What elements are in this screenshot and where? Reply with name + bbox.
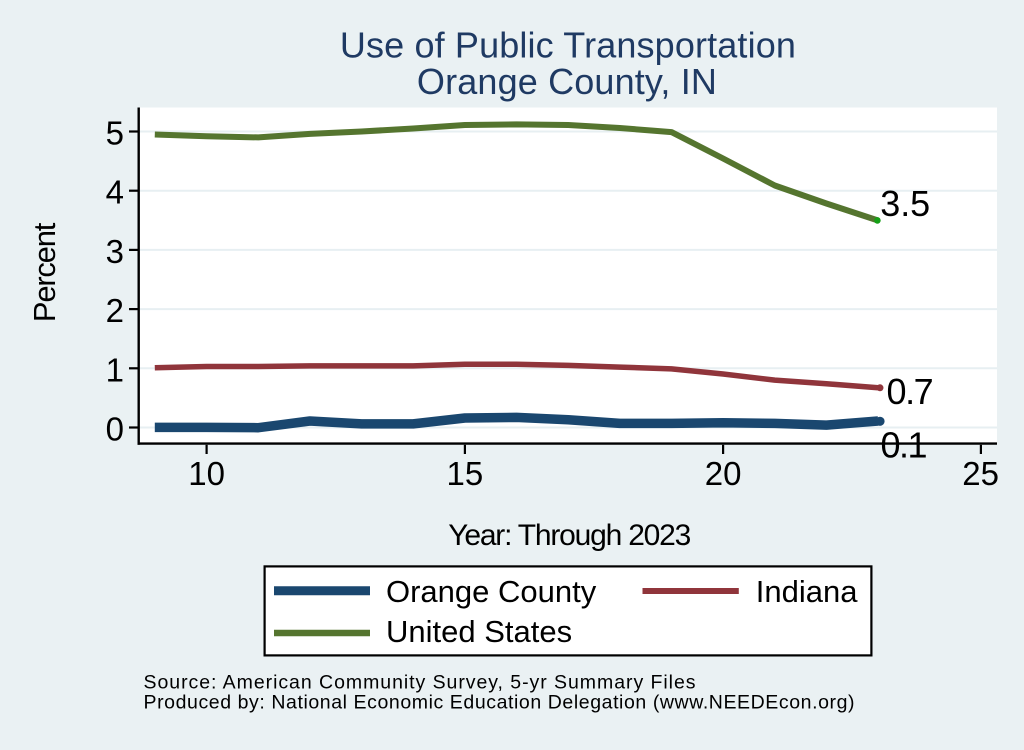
svg-text:Orange County, IN: Orange County, IN	[417, 61, 717, 102]
svg-text:Year: Through 2023: Year: Through 2023	[448, 519, 691, 552]
svg-text:20: 20	[705, 455, 742, 492]
svg-text:0: 0	[106, 411, 124, 448]
svg-text:Orange County: Orange County	[386, 574, 597, 609]
svg-text:Percent: Percent	[27, 222, 62, 322]
svg-text:3: 3	[106, 233, 124, 270]
svg-text:1: 1	[106, 351, 124, 388]
svg-text:United States: United States	[386, 614, 572, 649]
svg-text:0.7: 0.7	[887, 371, 934, 412]
svg-text:Produced by: National Economic: Produced by: National Economic Education…	[144, 691, 855, 713]
svg-text:Use of Public Transportation: Use of Public Transportation	[340, 25, 796, 66]
svg-text:15: 15	[447, 455, 484, 492]
svg-text:0.1: 0.1	[881, 424, 928, 465]
svg-text:4: 4	[106, 174, 124, 211]
svg-text:2: 2	[106, 292, 124, 329]
svg-text:3.5: 3.5	[880, 183, 930, 224]
svg-text:Indiana: Indiana	[756, 574, 858, 609]
svg-text:5: 5	[106, 115, 124, 152]
svg-text:Source: American Community Sur: Source: American Community Survey, 5-yr …	[144, 671, 696, 693]
svg-text:25: 25	[962, 455, 999, 492]
svg-text:10: 10	[188, 455, 225, 492]
